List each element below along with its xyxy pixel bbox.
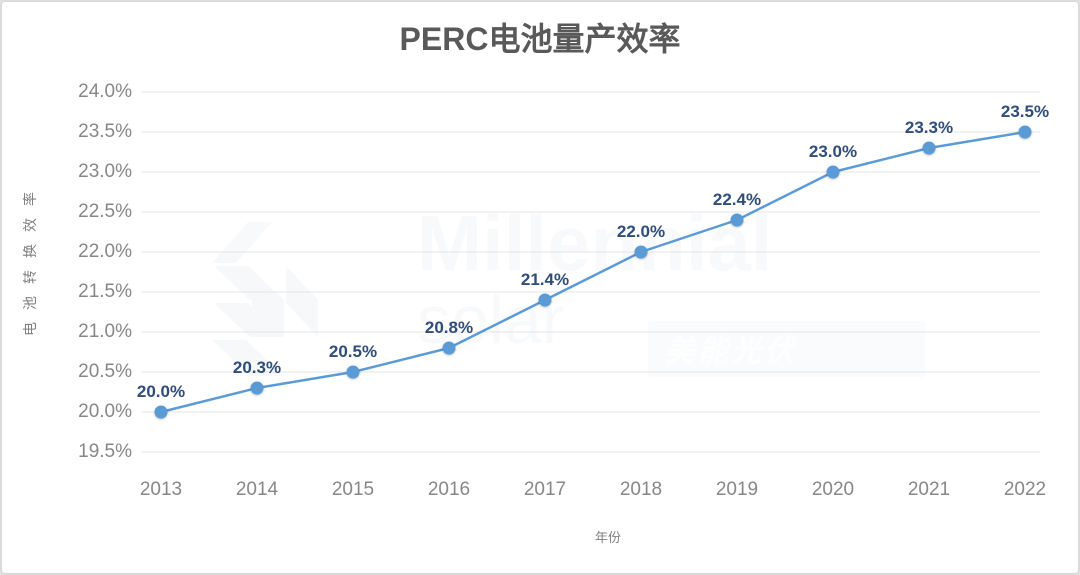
svg-text:21.5%: 21.5% <box>78 281 132 302</box>
svg-text:2017: 2017 <box>524 479 566 500</box>
svg-text:2014: 2014 <box>236 479 279 500</box>
svg-text:2015: 2015 <box>332 479 374 500</box>
svg-text:2016: 2016 <box>428 479 470 500</box>
svg-text:2022: 2022 <box>1004 479 1046 500</box>
svg-text:20.5%: 20.5% <box>78 361 132 382</box>
svg-text:22.0%: 22.0% <box>78 241 132 262</box>
svg-text:20.5%: 20.5% <box>329 342 377 361</box>
svg-text:23.0%: 23.0% <box>78 161 132 182</box>
svg-text:21.0%: 21.0% <box>78 321 132 342</box>
svg-text:22.4%: 22.4% <box>713 190 761 209</box>
svg-text:23.0%: 23.0% <box>809 142 857 161</box>
svg-text:19.5%: 19.5% <box>78 441 132 462</box>
svg-text:23.3%: 23.3% <box>905 118 953 137</box>
svg-text:2020: 2020 <box>812 479 854 500</box>
svg-text:20.3%: 20.3% <box>233 358 281 377</box>
svg-text:20.0%: 20.0% <box>137 382 185 401</box>
svg-text:2018: 2018 <box>620 479 662 500</box>
svg-text:2021: 2021 <box>908 479 950 500</box>
svg-text:23.5%: 23.5% <box>78 121 132 142</box>
svg-text:2019: 2019 <box>716 479 758 500</box>
svg-text:22.5%: 22.5% <box>78 201 132 222</box>
svg-text:20.8%: 20.8% <box>425 318 473 337</box>
svg-text:20.0%: 20.0% <box>78 401 132 422</box>
svg-text:2013: 2013 <box>140 479 182 500</box>
svg-text:21.4%: 21.4% <box>521 270 569 289</box>
svg-text:23.5%: 23.5% <box>1001 102 1049 121</box>
svg-text:24.0%: 24.0% <box>78 81 132 102</box>
svg-text:22.0%: 22.0% <box>617 222 665 241</box>
